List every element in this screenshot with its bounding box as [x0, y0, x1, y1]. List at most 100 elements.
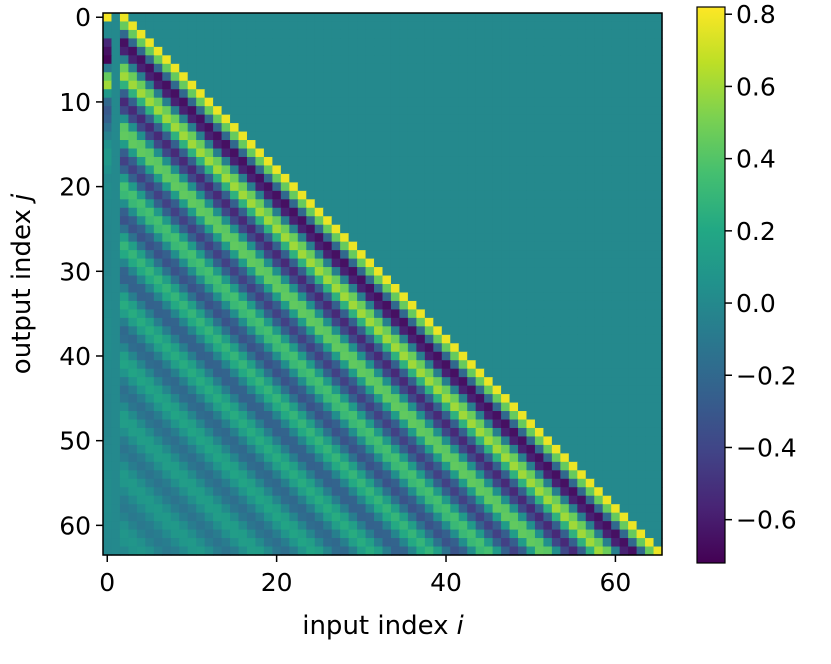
heatmap-cell [433, 317, 443, 327]
heatmap-cell [340, 309, 350, 319]
heatmap-cell [374, 402, 384, 412]
heatmap-cell [340, 46, 350, 56]
colorbar-tick-label: −0.4 [736, 433, 797, 462]
heatmap-cell [645, 216, 655, 226]
heatmap-cell [272, 402, 282, 412]
heatmap-cell [297, 461, 307, 471]
heatmap-cell [390, 216, 401, 226]
heatmap-cell [407, 453, 417, 463]
heatmap-cell [111, 13, 121, 23]
heatmap-cell [263, 89, 273, 99]
heatmap-cell [416, 29, 426, 40]
heatmap-cell [365, 411, 375, 421]
heatmap-cell [390, 436, 401, 446]
heatmap-cell [204, 182, 214, 192]
heatmap-cell [280, 512, 290, 522]
heatmap-cell [399, 13, 409, 23]
heatmap-cell [551, 495, 561, 505]
heatmap-cell [416, 207, 426, 217]
heatmap-cell [390, 46, 401, 56]
heatmap-cell [509, 13, 519, 23]
heatmap-cell [390, 521, 401, 531]
heatmap-cell [424, 377, 434, 387]
heatmap-cell [246, 250, 257, 260]
heatmap-cell [204, 300, 214, 311]
heatmap-cell [450, 165, 460, 175]
heatmap-cell [382, 123, 392, 133]
heatmap-cell [568, 521, 578, 531]
heatmap-cell [560, 334, 570, 344]
heatmap-cell [111, 360, 121, 370]
heatmap-cell [323, 334, 333, 344]
heatmap-cell [577, 250, 587, 260]
heatmap-cell [416, 521, 426, 531]
heatmap-cell [611, 207, 621, 217]
heatmap-cell [289, 131, 299, 141]
heatmap-cell [594, 29, 604, 40]
heatmap-cell [509, 258, 519, 268]
heatmap-cell [416, 368, 426, 378]
heatmap-cell [374, 444, 384, 454]
heatmap-cell [416, 538, 426, 548]
heatmap-cell [526, 63, 536, 73]
colorbar-tick-label: −0.6 [736, 506, 797, 535]
heatmap-cell [645, 334, 655, 344]
heatmap-cell [297, 419, 307, 429]
heatmap-cell [467, 29, 477, 40]
heatmap-cell [204, 241, 214, 251]
heatmap-cell [145, 38, 155, 48]
heatmap-cell [551, 385, 561, 395]
heatmap-cell [645, 292, 655, 302]
heatmap-cell [289, 300, 299, 311]
heatmap-cell [289, 394, 299, 404]
heatmap-cell [577, 368, 587, 378]
heatmap-cell [136, 470, 146, 480]
heatmap-cell [551, 343, 561, 353]
heatmap-cell [560, 521, 570, 531]
heatmap-cell [323, 419, 333, 429]
heatmap-cell [213, 140, 223, 150]
heatmap-cell [645, 13, 655, 23]
heatmap-cell [560, 97, 570, 107]
heatmap-cell [348, 470, 358, 480]
heatmap-cell [204, 267, 214, 277]
heatmap-cell [416, 250, 426, 260]
heatmap-cell [433, 46, 443, 56]
heatmap-cell [619, 13, 629, 23]
heatmap-cell [374, 63, 384, 73]
heatmap-cell [314, 224, 324, 234]
heatmap-cell [543, 326, 553, 336]
heatmap-cell [577, 334, 587, 344]
heatmap-cell [263, 326, 273, 336]
heatmap-cell [272, 275, 282, 285]
heatmap-cell [526, 394, 536, 404]
heatmap-cell [374, 478, 384, 488]
heatmap-cell [187, 38, 197, 48]
heatmap-cell [458, 63, 468, 73]
heatmap-cell [213, 326, 223, 336]
heatmap-cell [441, 72, 451, 82]
heatmap-cell [577, 487, 587, 497]
heatmap-cell [551, 233, 561, 243]
heatmap-cell [424, 106, 434, 116]
heatmap-cell [297, 546, 307, 556]
heatmap-cell [441, 55, 451, 65]
heatmap-cell [619, 360, 629, 370]
heatmap-cell [543, 546, 553, 556]
heatmap-cell [551, 13, 561, 23]
heatmap-cell [246, 233, 257, 243]
heatmap-cell [399, 233, 409, 243]
heatmap-cell [128, 521, 138, 531]
heatmap-cell [230, 72, 240, 82]
heatmap-cell [450, 326, 460, 336]
heatmap-cell [484, 97, 494, 107]
heatmap-cell [170, 436, 180, 446]
heatmap-cell [611, 216, 621, 226]
heatmap-cell [602, 80, 612, 90]
heatmap-cell [136, 72, 146, 82]
heatmap-cell [399, 377, 409, 387]
heatmap-cell [153, 233, 163, 243]
heatmap-cell [611, 334, 621, 344]
heatmap-cell [263, 114, 273, 124]
heatmap-cell [136, 63, 146, 73]
